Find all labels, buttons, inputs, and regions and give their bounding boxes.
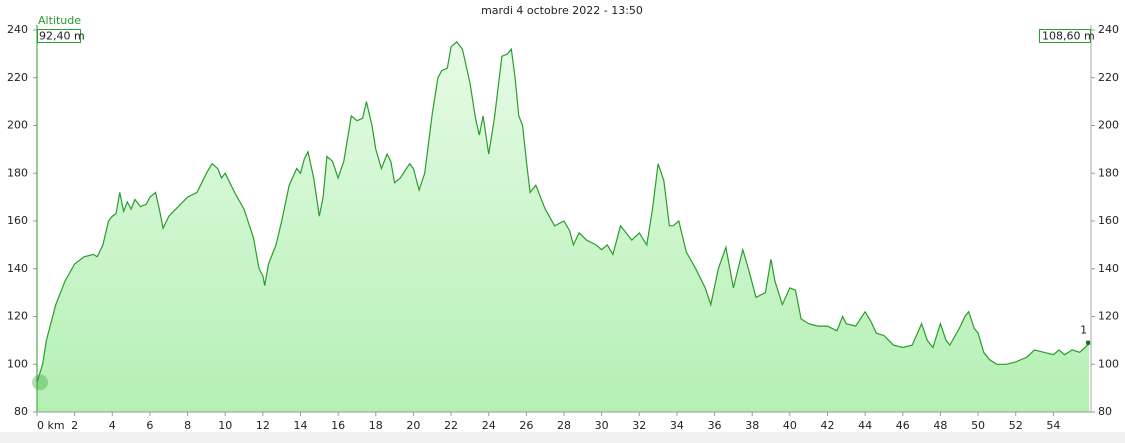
x-tick-label: 54 (1046, 419, 1060, 432)
y2-tick-label: 180 (1098, 166, 1119, 179)
x-tick-label: 26 (519, 419, 533, 432)
x-tick-label: 18 (369, 419, 383, 432)
y-tick-label: 240 (7, 23, 28, 36)
y-tick-label: 200 (7, 119, 28, 132)
start-label: 92,40 m (39, 30, 85, 43)
end-label: 108,60 m (1042, 30, 1095, 43)
x-tick-label: 50 (971, 419, 985, 432)
x-tick-label: 20 (406, 419, 420, 432)
x-tick-label: 0 km (37, 419, 65, 432)
footer-band (0, 432, 1125, 443)
x-tick-label: 52 (1009, 419, 1023, 432)
x-tick-label: 8 (184, 419, 191, 432)
x-tick-label: 48 (933, 419, 947, 432)
y2-tick-label: 140 (1098, 262, 1119, 275)
end-marker (1086, 340, 1091, 345)
y-tick-label: 120 (7, 310, 28, 323)
y2-tick-label: 220 (1098, 71, 1119, 84)
x-tick-label: 42 (821, 419, 835, 432)
y2-tick-label: 160 (1098, 214, 1119, 227)
x-tick-label: 2 (71, 419, 78, 432)
y-tick-label: 80 (14, 405, 28, 418)
x-tick-label: 10 (218, 419, 232, 432)
x-tick-label: 4 (109, 419, 116, 432)
y-tick-label: 180 (7, 166, 28, 179)
y2-tick-label: 120 (1098, 310, 1119, 323)
x-tick-label: 40 (783, 419, 797, 432)
y-tick-label: 220 (7, 71, 28, 84)
x-tick-label: 12 (256, 419, 270, 432)
profile-line (36, 41, 1090, 383)
x-tick-label: 34 (670, 419, 684, 432)
x-tick-label: 28 (557, 419, 571, 432)
start-marker (32, 374, 48, 391)
y-tick-label: 100 (7, 357, 28, 370)
y2-tick-label: 240 (1098, 23, 1119, 36)
x-tick-label: 44 (858, 419, 872, 432)
x-tick-label: 46 (896, 419, 910, 432)
start-box (37, 29, 81, 43)
y-axis-label: Altitude (38, 14, 81, 27)
area-fill (37, 41, 1090, 413)
x-tick-label: 30 (595, 419, 609, 432)
marker-label: 1 (1080, 324, 1087, 337)
x-tick-label: 32 (632, 419, 646, 432)
x-tick-label: 24 (482, 419, 496, 432)
x-tick-label: 22 (444, 419, 458, 432)
x-tick-label: 6 (146, 419, 153, 432)
x-tick-label: 14 (294, 419, 308, 432)
y2-tick-label: 200 (1098, 119, 1119, 132)
y2-tick-label: 100 (1098, 357, 1119, 370)
end-box (1039, 29, 1091, 43)
y-tick-label: 160 (7, 214, 28, 227)
x-tick-label: 36 (708, 419, 722, 432)
x-tick-label: 16 (331, 419, 345, 432)
y2-tick-label: 80 (1098, 405, 1112, 418)
y-tick-label: 140 (7, 262, 28, 275)
x-tick-label: 38 (745, 419, 759, 432)
chart-title: mardi 4 octobre 2022 - 13:50 (481, 4, 643, 17)
